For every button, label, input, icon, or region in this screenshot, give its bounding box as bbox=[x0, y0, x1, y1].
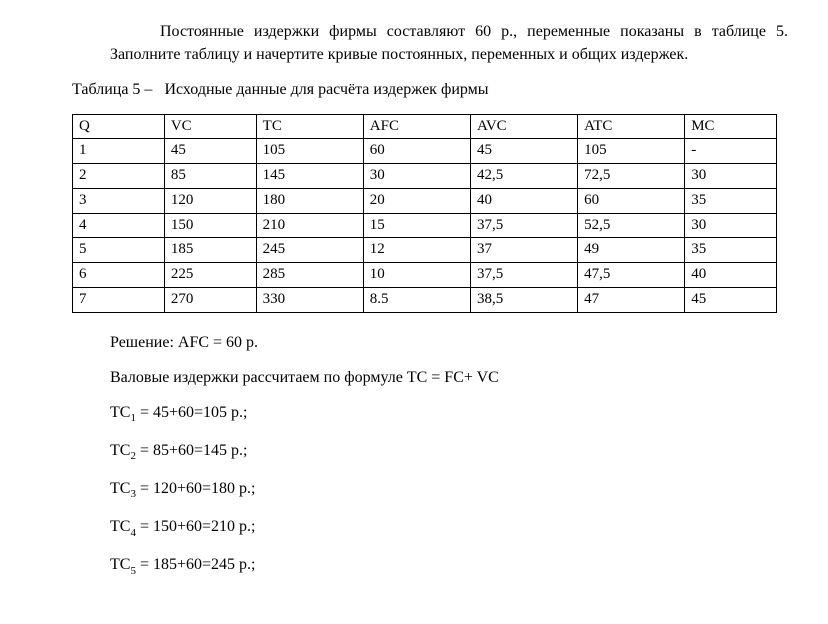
tc-calc-line: ТС1 = 45+60=105 р.; bbox=[110, 401, 788, 427]
cell: 35 bbox=[685, 188, 777, 213]
cell: 15 bbox=[363, 213, 470, 238]
tc-expr: = 120+60=180 р.; bbox=[136, 480, 256, 497]
col-atc: ATC bbox=[578, 114, 685, 139]
col-q: Q bbox=[73, 114, 165, 139]
cell: - bbox=[685, 139, 777, 164]
cell: 35 bbox=[685, 238, 777, 263]
tc-sub: 3 bbox=[130, 488, 136, 500]
cell: 6 bbox=[73, 263, 165, 288]
cell: 45 bbox=[470, 139, 577, 164]
tc-prefix: ТС bbox=[110, 518, 130, 535]
cell: 330 bbox=[256, 287, 363, 312]
cell: 49 bbox=[578, 238, 685, 263]
intro-paragraph: Постоянные издержки фирмы составляют 60 … bbox=[110, 20, 788, 66]
cell: 60 bbox=[363, 139, 470, 164]
cell: 30 bbox=[363, 164, 470, 189]
cell: 40 bbox=[470, 188, 577, 213]
table-row: 3 120 180 20 40 60 35 bbox=[73, 188, 777, 213]
table-row: 5 185 245 12 37 49 35 bbox=[73, 238, 777, 263]
table-row: 6 225 285 10 37,5 47,5 40 bbox=[73, 263, 777, 288]
cell: 40 bbox=[685, 263, 777, 288]
cell: 105 bbox=[256, 139, 363, 164]
cell: 38,5 bbox=[470, 287, 577, 312]
tc-prefix: ТС bbox=[110, 556, 130, 573]
tc-formula: Валовые издержки рассчитаем по формуле Т… bbox=[110, 366, 788, 389]
table-row: 4 150 210 15 37,5 52,5 30 bbox=[73, 213, 777, 238]
cell: 225 bbox=[164, 263, 256, 288]
cell: 37,5 bbox=[470, 263, 577, 288]
cell: 180 bbox=[256, 188, 363, 213]
col-tc: TC bbox=[256, 114, 363, 139]
cell: 10 bbox=[363, 263, 470, 288]
cell: 42,5 bbox=[470, 164, 577, 189]
table-caption: Таблица 5 – Исходные данные для расчёта … bbox=[72, 78, 788, 101]
cell: 120 bbox=[164, 188, 256, 213]
col-afc: AFC bbox=[363, 114, 470, 139]
tc-sub: 5 bbox=[130, 565, 136, 577]
cell: 3 bbox=[73, 188, 165, 213]
cell: 47,5 bbox=[578, 263, 685, 288]
cell: 150 bbox=[164, 213, 256, 238]
tc-sub: 2 bbox=[130, 450, 136, 462]
cell: 5 bbox=[73, 238, 165, 263]
table-body: 1 45 105 60 45 105 - 2 85 145 30 42,5 72… bbox=[73, 139, 777, 312]
afc-line: Решение: AFC = 60 р. bbox=[110, 331, 788, 354]
tc-expr: = 150+60=210 р.; bbox=[136, 518, 256, 535]
cell: 145 bbox=[256, 164, 363, 189]
col-mc: MC bbox=[685, 114, 777, 139]
col-avc: AVC bbox=[470, 114, 577, 139]
cell: 4 bbox=[73, 213, 165, 238]
tc-expr: = 185+60=245 р.; bbox=[136, 556, 256, 573]
cell: 8.5 bbox=[363, 287, 470, 312]
tc-calc-line: ТС2 = 85+60=145 р.; bbox=[110, 439, 788, 465]
tc-expr: = 45+60=105 р.; bbox=[136, 404, 248, 421]
cell: 20 bbox=[363, 188, 470, 213]
cell: 285 bbox=[256, 263, 363, 288]
cell: 60 bbox=[578, 188, 685, 213]
tc-sub: 1 bbox=[130, 412, 136, 424]
caption-text: Исходные данные для расчёта издержек фир… bbox=[164, 81, 488, 98]
tc-calc-line: ТС3 = 120+60=180 р.; bbox=[110, 477, 788, 503]
cell: 45 bbox=[685, 287, 777, 312]
tc-prefix: ТС bbox=[110, 480, 130, 497]
tc-calc-line: ТС4 = 150+60=210 р.; bbox=[110, 515, 788, 541]
tc-prefix: ТС bbox=[110, 404, 130, 421]
table-row: 1 45 105 60 45 105 - bbox=[73, 139, 777, 164]
cell: 12 bbox=[363, 238, 470, 263]
cell: 47 bbox=[578, 287, 685, 312]
caption-label: Таблица 5 – bbox=[72, 81, 152, 98]
table-row: 2 85 145 30 42,5 72,5 30 bbox=[73, 164, 777, 189]
cell: 270 bbox=[164, 287, 256, 312]
cost-table: Q VC TC AFC AVC ATC MC 1 45 105 60 45 10… bbox=[72, 114, 777, 313]
cell: 72,5 bbox=[578, 164, 685, 189]
table-row: 7 270 330 8.5 38,5 47 45 bbox=[73, 287, 777, 312]
cell: 185 bbox=[164, 238, 256, 263]
cell: 2 bbox=[73, 164, 165, 189]
tc-calc-line: ТС5 = 185+60=245 р.; bbox=[110, 553, 788, 579]
cell: 37 bbox=[470, 238, 577, 263]
cell: 30 bbox=[685, 164, 777, 189]
solution-block: Решение: AFC = 60 р. Валовые издержки ра… bbox=[110, 331, 788, 580]
table-header-row: Q VC TC AFC AVC ATC MC bbox=[73, 114, 777, 139]
cell: 105 bbox=[578, 139, 685, 164]
tc-prefix: ТС bbox=[110, 442, 130, 459]
tc-sub: 4 bbox=[130, 527, 136, 539]
cell: 7 bbox=[73, 287, 165, 312]
cell: 245 bbox=[256, 238, 363, 263]
cell: 45 bbox=[164, 139, 256, 164]
cell: 210 bbox=[256, 213, 363, 238]
cell: 37,5 bbox=[470, 213, 577, 238]
cell: 52,5 bbox=[578, 213, 685, 238]
tc-expr: = 85+60=145 р.; bbox=[136, 442, 248, 459]
col-vc: VC bbox=[164, 114, 256, 139]
cell: 30 bbox=[685, 213, 777, 238]
cell: 1 bbox=[73, 139, 165, 164]
cell: 85 bbox=[164, 164, 256, 189]
